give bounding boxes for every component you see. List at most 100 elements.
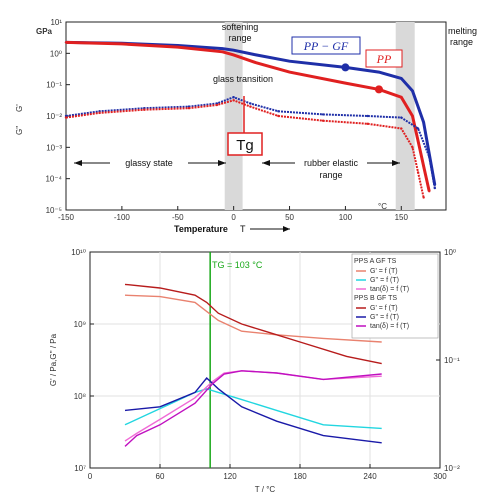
top-series-point (422, 121, 425, 124)
top-series-point (249, 105, 252, 108)
top-series-point (98, 111, 101, 115)
softening-label-2: range (228, 33, 251, 43)
shaded-region-0 (224, 22, 243, 210)
top-series-point (215, 103, 219, 107)
bottom-left-tick-label: 10⁷ (74, 464, 86, 473)
top-series-point (277, 110, 280, 113)
tg-box (227, 132, 263, 156)
pp-gf-label: PP − GF (303, 39, 349, 53)
top-series-point (232, 96, 235, 99)
pp-label: PP (376, 52, 392, 66)
top-series-point (366, 122, 369, 126)
top-series-point (321, 113, 325, 116)
top-x-tick-label: 100 (339, 213, 353, 222)
glassy-arrow-right (218, 160, 226, 166)
bottom-right-tick-label: 10⁰ (444, 248, 456, 257)
bottom-x-label: T / °C (255, 485, 276, 494)
top-series-point (377, 70, 381, 74)
top-series-point (232, 99, 235, 102)
top-series-point (321, 119, 325, 122)
top-series-point (428, 155, 431, 158)
top-y-symbol-storage: G' (15, 104, 24, 112)
top-x-unit-c: °C (378, 202, 387, 211)
top-series-point (400, 116, 403, 119)
top-series-point (411, 89, 414, 93)
top-series-point (416, 127, 420, 130)
top-series-point (416, 139, 420, 143)
top-series-point (254, 61, 258, 64)
melting-label-2: range (450, 37, 473, 47)
bottom-x-tick-label: 180 (293, 472, 307, 481)
top-series-point (187, 106, 191, 110)
glassy-state-label: glassy state (125, 158, 173, 168)
top-y-tick-label: 10⁻⁵ (46, 206, 62, 215)
top-x-tick-label: 150 (395, 213, 409, 222)
top-series-line-0 (65, 40, 437, 186)
top-series-point (428, 190, 431, 193)
bottom-right-tick-label: 10⁻² (444, 464, 460, 473)
top-x-arrow-head (283, 226, 290, 232)
top-series-point (232, 53, 235, 57)
top-series-point (344, 81, 347, 85)
rubber-label-1: rubber elastic (304, 158, 359, 168)
top-series-point (433, 186, 437, 190)
top-series-point (143, 108, 146, 111)
pp-label-box (365, 49, 403, 68)
top-series-line-3 (65, 99, 425, 198)
top-x-tick-label: -100 (114, 213, 131, 222)
legend-a-2-label: G'' = f (T) (370, 277, 399, 284)
bottom-title: TG = 103 °C (212, 260, 263, 270)
rubber-arrow-left (262, 160, 270, 166)
tg-label: Tg (236, 137, 254, 154)
legend-a-1-label: G' = f (T) (370, 268, 398, 275)
top-series-point (422, 196, 425, 199)
top-series-point (416, 171, 420, 174)
glassy-arrow-left (74, 160, 82, 166)
top-series-point (64, 41, 68, 44)
rubber-label-2: range (319, 170, 342, 180)
bottom-series-line-0 (124, 294, 382, 343)
top-series-point (288, 59, 291, 63)
top-series-point (277, 114, 280, 118)
melting-label-1: melting (448, 26, 477, 36)
bottom-series-line-5 (124, 370, 382, 447)
top-series-point (120, 42, 124, 46)
top-series-point (411, 146, 414, 149)
legend-b-3-label: tan(δ) = f (T) (370, 323, 409, 330)
top-series-point (249, 102, 252, 105)
top-series-point (288, 70, 291, 74)
bottom-series-line-1 (124, 388, 382, 430)
top-series-point (400, 127, 403, 130)
top-x-tick-label: 50 (285, 213, 294, 222)
pp-gf-marker (341, 63, 350, 72)
top-series-point (411, 114, 414, 118)
bottom-left-tick-label: 10⁹ (74, 320, 86, 329)
pp-gf-label-box (291, 36, 361, 55)
legend-group-b-title: PPS B GF TS (354, 295, 397, 302)
top-series-point (254, 53, 258, 57)
top-series-point (400, 77, 403, 80)
bottom-x-tick-label: 300 (433, 472, 447, 481)
rubber-arrow-right (392, 160, 400, 166)
top-x-tick-label: 0 (231, 213, 236, 222)
shaded-region-1 (395, 22, 415, 210)
top-series-point (221, 47, 224, 50)
top-y-tick-label: 10⁻² (46, 112, 62, 121)
legend-box (351, 253, 439, 339)
top-y-tick-label: 10¹ (50, 18, 62, 27)
top-y-tick-label: 10⁻⁴ (45, 175, 62, 184)
top-series-point (422, 164, 425, 168)
bottom-x-tick-label: 0 (88, 472, 93, 481)
top-x-unit-t: T (240, 224, 246, 234)
top-y-tick-label: 10⁻¹ (46, 81, 62, 90)
top-chart: -150 -100 -50 0 50 100 150 10¹ 10⁰ 10⁻¹ 10⁻² 10⁻³ 10… (15, 18, 477, 234)
top-x-label: Temperature (174, 224, 228, 234)
bottom-right-tick-label: 10⁻¹ (444, 356, 460, 365)
legend-a-3-label: tan(δ) = f (T) (370, 286, 409, 293)
glass-transition-label: glass transition (213, 74, 273, 84)
pp-marker (374, 85, 383, 94)
top-series-point (366, 114, 369, 118)
bottom-y-label: G' / Pa,G'' / Pa (49, 333, 58, 386)
bottom-chart: 0 60 120 180 240 30010⁷10⁸10⁹10¹⁰10⁻²10⁻¹10⁰ … (49, 248, 460, 494)
